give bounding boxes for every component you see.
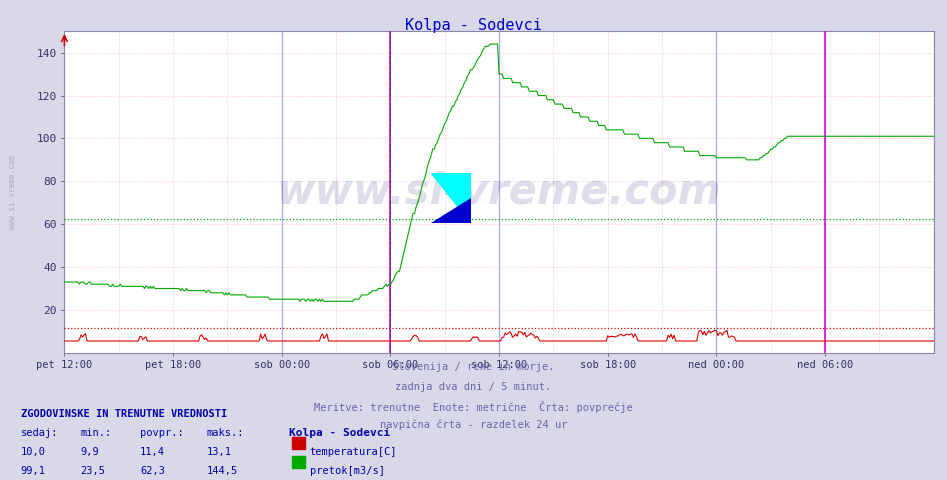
Text: pretok[m3/s]: pretok[m3/s] [310, 466, 384, 476]
Text: Meritve: trenutne  Enote: metrične  Črta: povprečje: Meritve: trenutne Enote: metrične Črta: … [314, 401, 633, 413]
Text: 144,5: 144,5 [206, 466, 238, 476]
Text: Kolpa - Sodevci: Kolpa - Sodevci [289, 428, 390, 438]
Text: Slovenija / reke in morje.: Slovenija / reke in morje. [392, 362, 555, 372]
Text: 9,9: 9,9 [80, 447, 99, 457]
Text: Kolpa - Sodevci: Kolpa - Sodevci [405, 18, 542, 33]
Text: maks.:: maks.: [206, 428, 244, 438]
Text: ZGODOVINSKE IN TRENUTNE VREDNOSTI: ZGODOVINSKE IN TRENUTNE VREDNOSTI [21, 409, 227, 419]
Text: 62,3: 62,3 [140, 466, 165, 476]
Text: 23,5: 23,5 [80, 466, 105, 476]
Text: navpična črta - razdelek 24 ur: navpična črta - razdelek 24 ur [380, 420, 567, 431]
Text: www.si-vreme.com: www.si-vreme.com [277, 171, 722, 213]
Text: temperatura[C]: temperatura[C] [310, 447, 397, 457]
Text: 11,4: 11,4 [140, 447, 165, 457]
Text: povpr.:: povpr.: [140, 428, 184, 438]
Polygon shape [431, 198, 471, 223]
Text: 99,1: 99,1 [21, 466, 45, 476]
Text: min.:: min.: [80, 428, 112, 438]
Text: www.si-vreme.com: www.si-vreme.com [8, 155, 17, 229]
Text: 10,0: 10,0 [21, 447, 45, 457]
Text: sedaj:: sedaj: [21, 428, 59, 438]
Text: 13,1: 13,1 [206, 447, 231, 457]
Text: zadnja dva dni / 5 minut.: zadnja dva dni / 5 minut. [396, 382, 551, 392]
Polygon shape [431, 173, 471, 223]
